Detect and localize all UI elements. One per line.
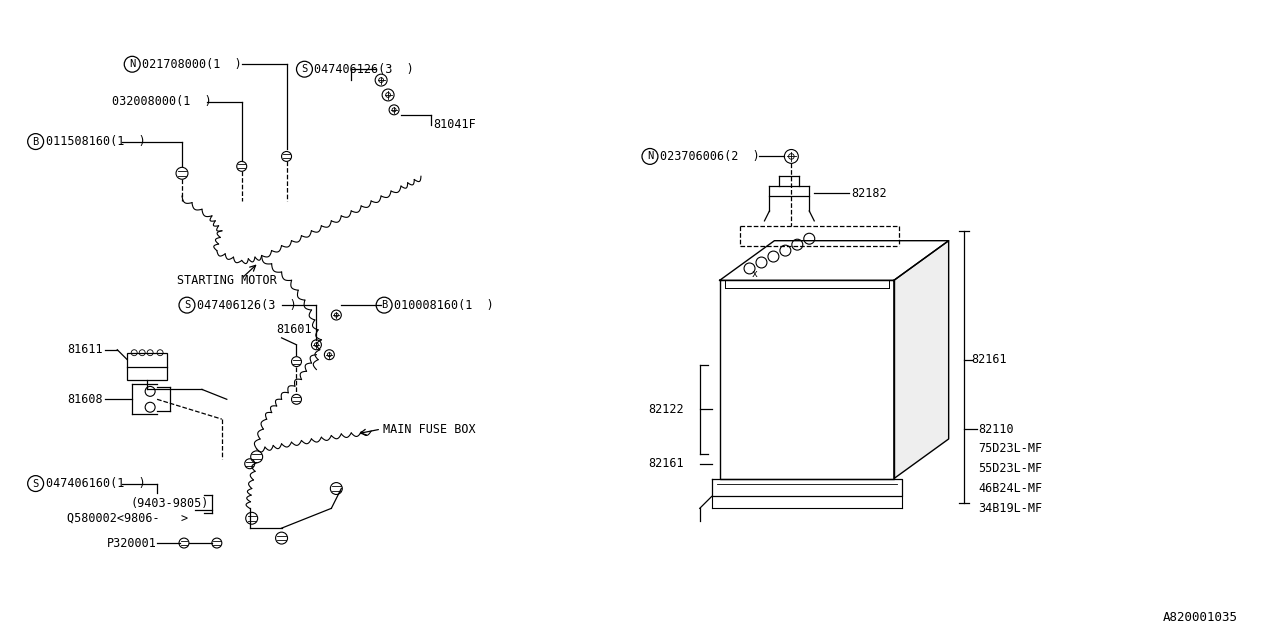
Text: B: B <box>381 300 388 310</box>
Text: 82161: 82161 <box>648 457 684 470</box>
Text: S: S <box>301 64 307 74</box>
Circle shape <box>772 255 776 259</box>
Text: 82122: 82122 <box>648 403 684 416</box>
Polygon shape <box>719 241 948 280</box>
Text: N: N <box>129 60 136 69</box>
Text: S: S <box>184 300 191 310</box>
Text: A820001035: A820001035 <box>1162 611 1238 624</box>
Text: 46B24L-MF: 46B24L-MF <box>978 482 1043 495</box>
Text: STARTING MOTOR: STARTING MOTOR <box>177 274 276 287</box>
Circle shape <box>783 248 787 253</box>
Text: 81041F: 81041F <box>433 118 476 131</box>
Polygon shape <box>719 280 893 479</box>
Text: 81601: 81601 <box>276 323 312 337</box>
Text: 023706006(2  ): 023706006(2 ) <box>660 150 759 163</box>
Bar <box>127 353 168 380</box>
Text: 021708000(1  ): 021708000(1 ) <box>142 58 242 71</box>
Text: 81608: 81608 <box>68 393 104 406</box>
Text: 82110: 82110 <box>978 422 1014 436</box>
Text: 75D23L-MF: 75D23L-MF <box>978 442 1043 456</box>
Text: 047406126(3  ): 047406126(3 ) <box>197 299 297 312</box>
Text: 55D23L-MF: 55D23L-MF <box>978 462 1043 475</box>
Text: x: x <box>751 269 758 280</box>
Circle shape <box>795 243 799 246</box>
Circle shape <box>808 237 812 241</box>
Text: 011508160(1  ): 011508160(1 ) <box>46 135 146 148</box>
Text: Q580002<9806-   >: Q580002<9806- > <box>68 512 188 525</box>
Text: 010008160(1  ): 010008160(1 ) <box>394 299 494 312</box>
Text: P320001: P320001 <box>108 536 157 550</box>
Text: N: N <box>646 152 653 161</box>
Text: 047406126(3  ): 047406126(3 ) <box>315 63 415 76</box>
Circle shape <box>759 260 763 264</box>
Text: 032008000(1  ): 032008000(1 ) <box>113 95 212 108</box>
Text: 82161: 82161 <box>972 353 1007 366</box>
Circle shape <box>748 266 751 271</box>
Text: 34B19L-MF: 34B19L-MF <box>978 502 1043 515</box>
Text: MAIN FUSE BOX: MAIN FUSE BOX <box>383 422 476 436</box>
Text: 81611: 81611 <box>68 343 104 356</box>
Text: 82182: 82182 <box>851 187 887 200</box>
Polygon shape <box>893 241 948 479</box>
Text: (9403-9805): (9403-9805) <box>131 497 209 510</box>
Text: 047406160(1  ): 047406160(1 ) <box>46 477 146 490</box>
Text: B: B <box>32 136 38 147</box>
Text: S: S <box>32 479 38 488</box>
